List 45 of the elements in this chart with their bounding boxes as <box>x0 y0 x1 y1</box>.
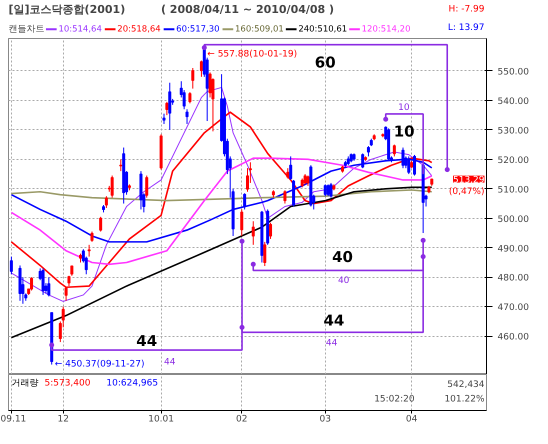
text: 542,434 <box>447 380 485 390</box>
annotation: 44 <box>164 358 176 368</box>
y-tick-label: 530.00 <box>498 126 530 136</box>
annotation: 44 <box>136 332 158 350</box>
legend-label: 60:517,30 <box>176 24 220 34</box>
annotation: ← 557.88(10-01-19) <box>207 50 298 60</box>
y-tick-label: 470.00 <box>498 303 530 314</box>
text: 10:624,965 <box>106 378 158 388</box>
y-tick-label: 460.00 <box>498 332 530 343</box>
legend-title: 캔들차트 <box>8 24 44 34</box>
x-tick-label: 10.01 <box>148 414 174 424</box>
x-tick-label: 02 <box>236 414 248 424</box>
legend-label: 10:514,64 <box>58 24 102 34</box>
chart-subtitle: ( 2008/04/11 ~ 2010/04/08 ) <box>160 3 334 16</box>
chart-title: [일]코스닥종합(2001) <box>8 3 126 16</box>
y-tick-label: 510.00 <box>498 185 530 196</box>
text: H: -7.99 <box>448 4 485 15</box>
text: 5:573,400 <box>44 378 91 388</box>
annotation: 40 <box>332 248 353 266</box>
annotation: 60 <box>314 54 336 72</box>
x-tick-label: 03 <box>320 414 331 424</box>
y-tick-label: 520.00 <box>498 156 530 166</box>
legend-label: 240:510,61 <box>298 24 348 34</box>
annotation: 40 <box>338 276 350 286</box>
x-tick-label: 04 <box>406 414 418 424</box>
annotation: 44 <box>323 311 344 330</box>
text: 거래량 <box>12 378 38 388</box>
y-tick-label: 540.00 <box>498 96 530 107</box>
legend-label: 120:514,20 <box>362 24 410 34</box>
text: 15:02:20 <box>374 394 415 405</box>
text: 101.22% <box>444 394 485 405</box>
legend-label: 160:509,01 <box>235 24 284 34</box>
legend-label: 20:518,64 <box>117 24 161 34</box>
y-tick-label: 550.00 <box>498 67 530 78</box>
annotation: 44 <box>326 338 338 349</box>
annotation: 10 <box>398 102 410 113</box>
x-tick-label: 09.11 <box>0 414 26 424</box>
annotation: (0,47%) <box>448 187 485 198</box>
x-tick-label: 12 <box>57 414 69 424</box>
annotation: 10 <box>394 122 415 140</box>
y-tick-label: 490.00 <box>498 244 530 254</box>
annotation: ← 450.37(09-11-27) <box>54 360 144 370</box>
text: L: 13.97 <box>448 23 485 34</box>
y-tick-label: 480.00 <box>498 274 530 284</box>
y-tick-label: 500.00 <box>498 214 530 225</box>
